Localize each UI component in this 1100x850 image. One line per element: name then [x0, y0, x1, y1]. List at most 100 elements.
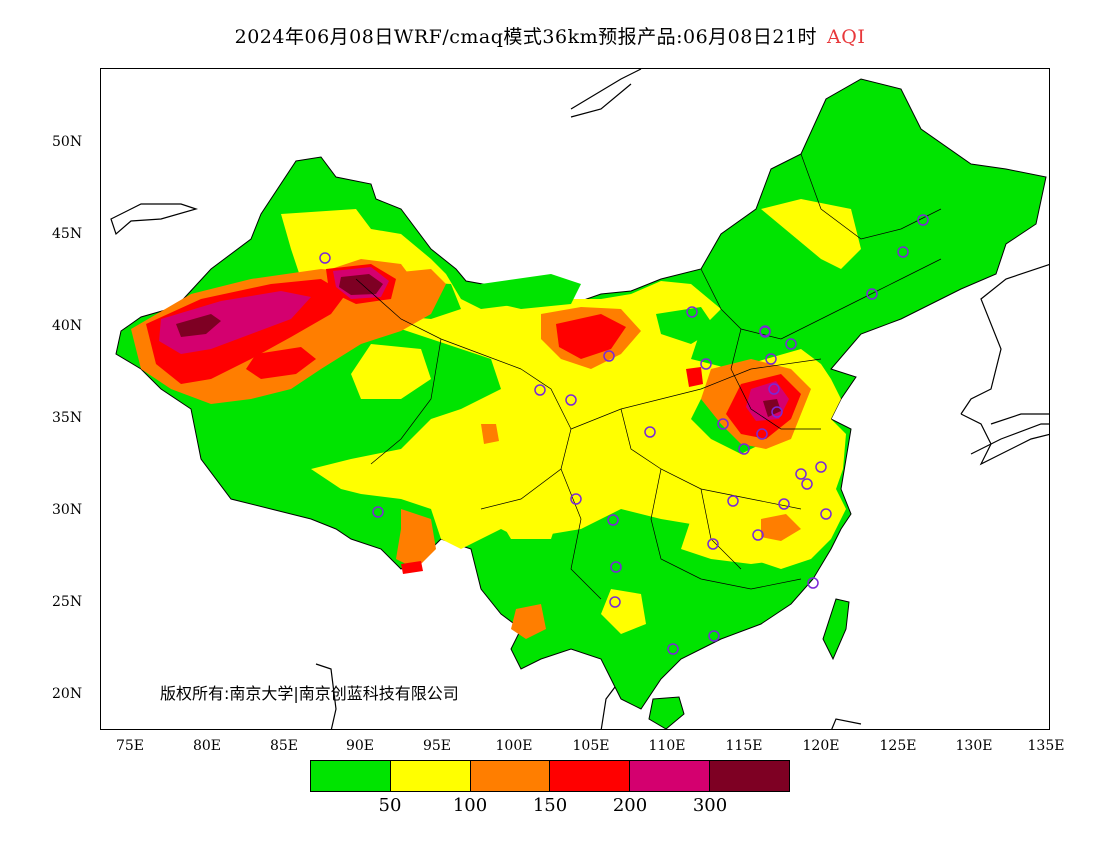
station-marker	[765, 353, 777, 365]
zones-maroon	[176, 274, 781, 417]
station-marker	[866, 288, 878, 300]
border-line	[990, 413, 1049, 425]
zone	[246, 347, 316, 379]
zone	[396, 509, 436, 569]
zone	[601, 589, 646, 634]
region-hainan	[648, 696, 685, 729]
y-tick: 40N	[52, 318, 83, 334]
y-tick: 45N	[52, 226, 83, 242]
station-marker	[686, 306, 698, 318]
zone	[481, 424, 499, 444]
border-line	[970, 423, 1049, 455]
map-frame	[100, 68, 1050, 730]
zone	[761, 199, 861, 269]
x-tick: 125E	[879, 738, 917, 754]
x-tick: 135E	[1027, 738, 1065, 754]
province-line	[820, 258, 942, 320]
x-tick: 90E	[345, 738, 375, 754]
station-marker	[795, 468, 807, 480]
chart-title: 2024年06月08日WRF/cmaq模式36km预报产品:06月08日21时 A…	[0, 22, 1100, 49]
y-tick: 25N	[52, 594, 83, 610]
zone	[556, 314, 626, 359]
station-marker	[768, 383, 780, 395]
x-tick: 115E	[725, 738, 763, 754]
station-marker	[759, 325, 771, 337]
station-marker	[752, 529, 764, 541]
y-tick: 20N	[52, 686, 83, 702]
province-line	[570, 358, 822, 430]
zone	[496, 479, 561, 539]
y-tick: 35N	[52, 410, 83, 426]
station-marker	[771, 406, 783, 418]
color-legend	[310, 760, 790, 792]
station-marker	[570, 493, 582, 505]
legend-swatch-maroon	[710, 761, 789, 791]
border-line	[960, 413, 1049, 466]
zone	[176, 314, 221, 337]
x-tick: 130E	[955, 738, 993, 754]
station-marker	[607, 514, 619, 526]
station-marker	[785, 338, 797, 350]
province-line	[800, 153, 942, 240]
zone	[511, 604, 546, 639]
x-tick: 80E	[192, 738, 222, 754]
border-line	[831, 718, 862, 729]
province-line	[730, 328, 821, 430]
station-marker	[756, 428, 768, 440]
legend-swatch-yellow	[390, 761, 471, 791]
station-marker	[319, 252, 331, 264]
legend-label: 100	[452, 795, 488, 816]
zone	[339, 274, 383, 295]
station-marker	[708, 630, 720, 642]
legend-swatch-orange	[470, 761, 551, 791]
station-marker	[727, 495, 739, 507]
legend-label: 200	[612, 795, 648, 816]
border-line	[960, 264, 1049, 415]
station-marker	[738, 443, 750, 455]
border-line	[315, 663, 337, 729]
y-tick: 50N	[52, 134, 83, 150]
zone	[159, 291, 311, 354]
legend-swatch-purple	[630, 761, 711, 791]
station-marker	[667, 643, 679, 655]
x-tick: 105E	[572, 738, 610, 754]
legend-label: 50	[378, 795, 402, 816]
station-marker	[778, 498, 790, 510]
zone	[686, 367, 703, 387]
zone	[656, 307, 716, 344]
station-marker	[917, 214, 929, 226]
province-line	[560, 468, 602, 600]
station-marker	[717, 418, 729, 430]
station-marker	[820, 508, 832, 520]
station-marker	[707, 538, 719, 550]
legend-swatch-green	[311, 761, 391, 791]
x-tick: 100E	[495, 738, 533, 754]
station-marker	[815, 461, 827, 473]
zone	[481, 274, 581, 309]
province-line	[370, 338, 442, 465]
province-line	[650, 468, 802, 590]
zone	[763, 399, 781, 417]
legend-swatch-red	[550, 761, 631, 791]
station-markers	[319, 214, 929, 655]
station-marker	[609, 596, 621, 608]
zone	[401, 561, 423, 574]
station-marker	[565, 394, 577, 406]
province-line	[620, 408, 802, 510]
x-tick: 85E	[269, 738, 299, 754]
station-marker	[644, 426, 656, 438]
station-marker	[897, 246, 909, 258]
border-line	[110, 203, 199, 236]
aqi-map	[110, 69, 1049, 729]
zone	[351, 344, 431, 399]
station-marker	[372, 506, 384, 518]
border-line	[570, 69, 642, 118]
station-marker	[801, 478, 813, 490]
x-tick: 110E	[648, 738, 686, 754]
station-marker	[610, 561, 622, 573]
legend-label: 300	[692, 795, 728, 816]
x-tick: 75E	[115, 738, 145, 754]
zone	[761, 514, 801, 541]
province-borders	[355, 153, 942, 600]
station-marker	[534, 384, 546, 396]
